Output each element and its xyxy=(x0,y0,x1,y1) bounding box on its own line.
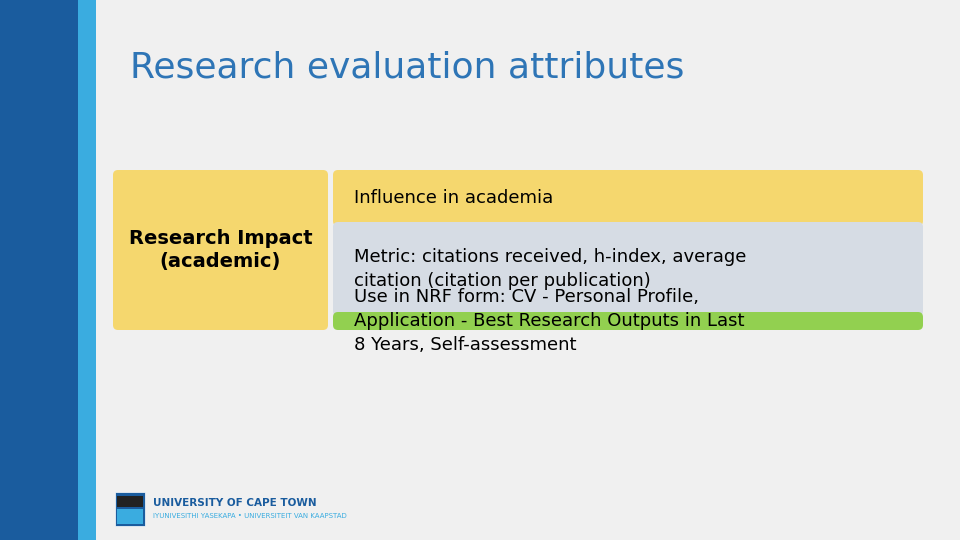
Text: Research Impact
(academic): Research Impact (academic) xyxy=(129,230,312,271)
FancyBboxPatch shape xyxy=(333,222,923,316)
FancyBboxPatch shape xyxy=(333,170,923,226)
FancyBboxPatch shape xyxy=(117,496,143,507)
Text: Research evaluation attributes: Research evaluation attributes xyxy=(130,50,684,84)
Text: IYUNIVESITHI YASEKAPA • UNIVERSITEIT VAN KAAPSTAD: IYUNIVESITHI YASEKAPA • UNIVERSITEIT VAN… xyxy=(153,513,347,519)
Text: Influence in academia: Influence in academia xyxy=(354,189,553,207)
Text: Use in NRF form: CV - Personal Profile,
Application - Best Research Outputs in L: Use in NRF form: CV - Personal Profile, … xyxy=(354,288,745,354)
Text: UNIVERSITY OF CAPE TOWN: UNIVERSITY OF CAPE TOWN xyxy=(153,498,317,508)
FancyBboxPatch shape xyxy=(115,492,145,526)
Text: Metric: citations received, h-index, average
citation (citation per publication): Metric: citations received, h-index, ave… xyxy=(354,248,746,290)
FancyBboxPatch shape xyxy=(113,170,328,330)
FancyBboxPatch shape xyxy=(333,312,923,330)
FancyBboxPatch shape xyxy=(78,0,96,540)
FancyBboxPatch shape xyxy=(117,509,143,524)
FancyBboxPatch shape xyxy=(0,0,78,540)
